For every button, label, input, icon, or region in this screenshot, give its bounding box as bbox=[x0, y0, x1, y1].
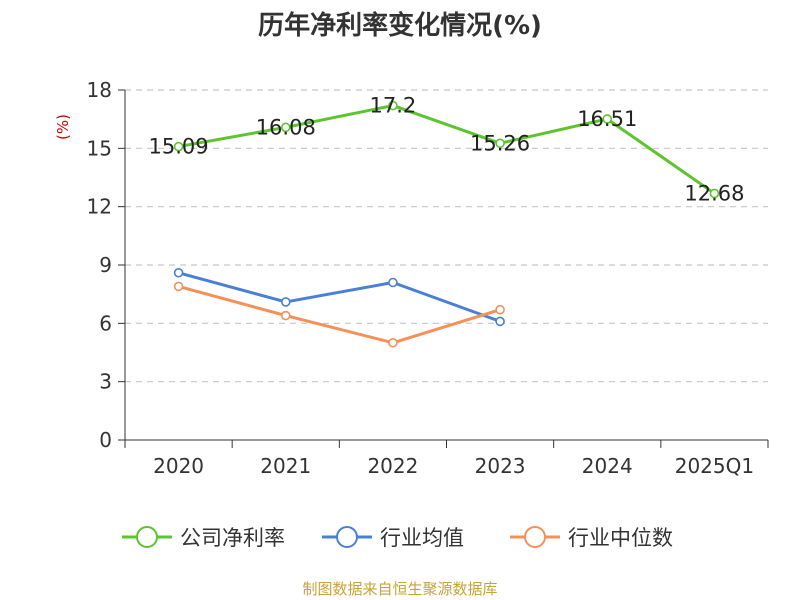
y-axis-unit-label: (%) bbox=[54, 114, 72, 140]
legend: 公司净利率 行业均值 行业中位数 bbox=[122, 526, 673, 550]
y-tick-label-3: 3 bbox=[99, 370, 112, 394]
series-2-point-1 bbox=[280, 310, 291, 321]
series-2-point-0 bbox=[173, 281, 184, 292]
y-tick-label-18: 18 bbox=[87, 78, 112, 102]
data-label-0: 15.09 bbox=[149, 135, 209, 159]
data-label-2: 17.2 bbox=[370, 94, 417, 118]
data-label-4: 16.51 bbox=[577, 107, 637, 131]
data-label-3: 15.26 bbox=[470, 131, 530, 155]
series-0-point-5 bbox=[709, 188, 720, 199]
series-0-point-1 bbox=[280, 122, 291, 133]
y-tick-label-0: 0 bbox=[99, 428, 112, 452]
series-0-point-2 bbox=[388, 100, 398, 111]
series-2-point-2 bbox=[388, 337, 398, 348]
x-tick-label-2022: 2022 bbox=[367, 454, 418, 478]
y-tick-label-15: 15 bbox=[87, 136, 112, 160]
series-line-2 bbox=[178, 284, 501, 345]
legend-label-0: 公司净利率 bbox=[180, 526, 285, 550]
x-tick-label-2025Q1: 2025Q1 bbox=[675, 454, 754, 478]
y-tick-label-6: 6 bbox=[99, 311, 112, 335]
chart-title: 历年净利率变化情况(%) bbox=[258, 10, 542, 41]
legend-marker-0 bbox=[136, 526, 158, 548]
y-tick-label-12: 12 bbox=[87, 195, 112, 219]
axis-layer: 0 3 6 9 12 15 18 2020 2021 2022 2023 2024 2025Q1 bbox=[87, 78, 769, 478]
legend-marker-2 bbox=[524, 526, 546, 548]
series-layer bbox=[173, 100, 720, 348]
source-footer: 制图数据来自恒生聚源数据库 bbox=[302, 580, 497, 598]
series-line-0 bbox=[178, 104, 716, 195]
x-tick-label-2023: 2023 bbox=[475, 454, 526, 478]
legend-label-2: 行业中位数 bbox=[568, 526, 673, 550]
series-1-point-1 bbox=[280, 297, 291, 307]
series-0-point-0 bbox=[173, 141, 184, 152]
series-1-point-2 bbox=[388, 277, 398, 288]
series-line-1 bbox=[178, 271, 501, 323]
legend-label-1: 行业均值 bbox=[380, 526, 464, 550]
grid-layer bbox=[125, 89, 768, 383]
x-tick-label-2021: 2021 bbox=[260, 454, 311, 478]
y-tick-label-9: 9 bbox=[99, 253, 112, 277]
data-label-1: 16.08 bbox=[256, 115, 316, 139]
series-1-point-3 bbox=[495, 316, 505, 327]
x-tick-label-2024: 2024 bbox=[582, 454, 633, 478]
x-tick-label-2020: 2020 bbox=[153, 454, 204, 478]
series-1-point-0 bbox=[173, 267, 184, 278]
series-2-point-3 bbox=[495, 304, 505, 315]
data-label-5: 12.68 bbox=[684, 181, 744, 205]
series-0-point-3 bbox=[495, 138, 505, 149]
series-0-point-4 bbox=[602, 114, 613, 124]
legend-marker-1 bbox=[336, 526, 358, 548]
data-label-layer: 15.09 16.08 17.2 15.26 16.51 12.68 bbox=[149, 94, 745, 206]
